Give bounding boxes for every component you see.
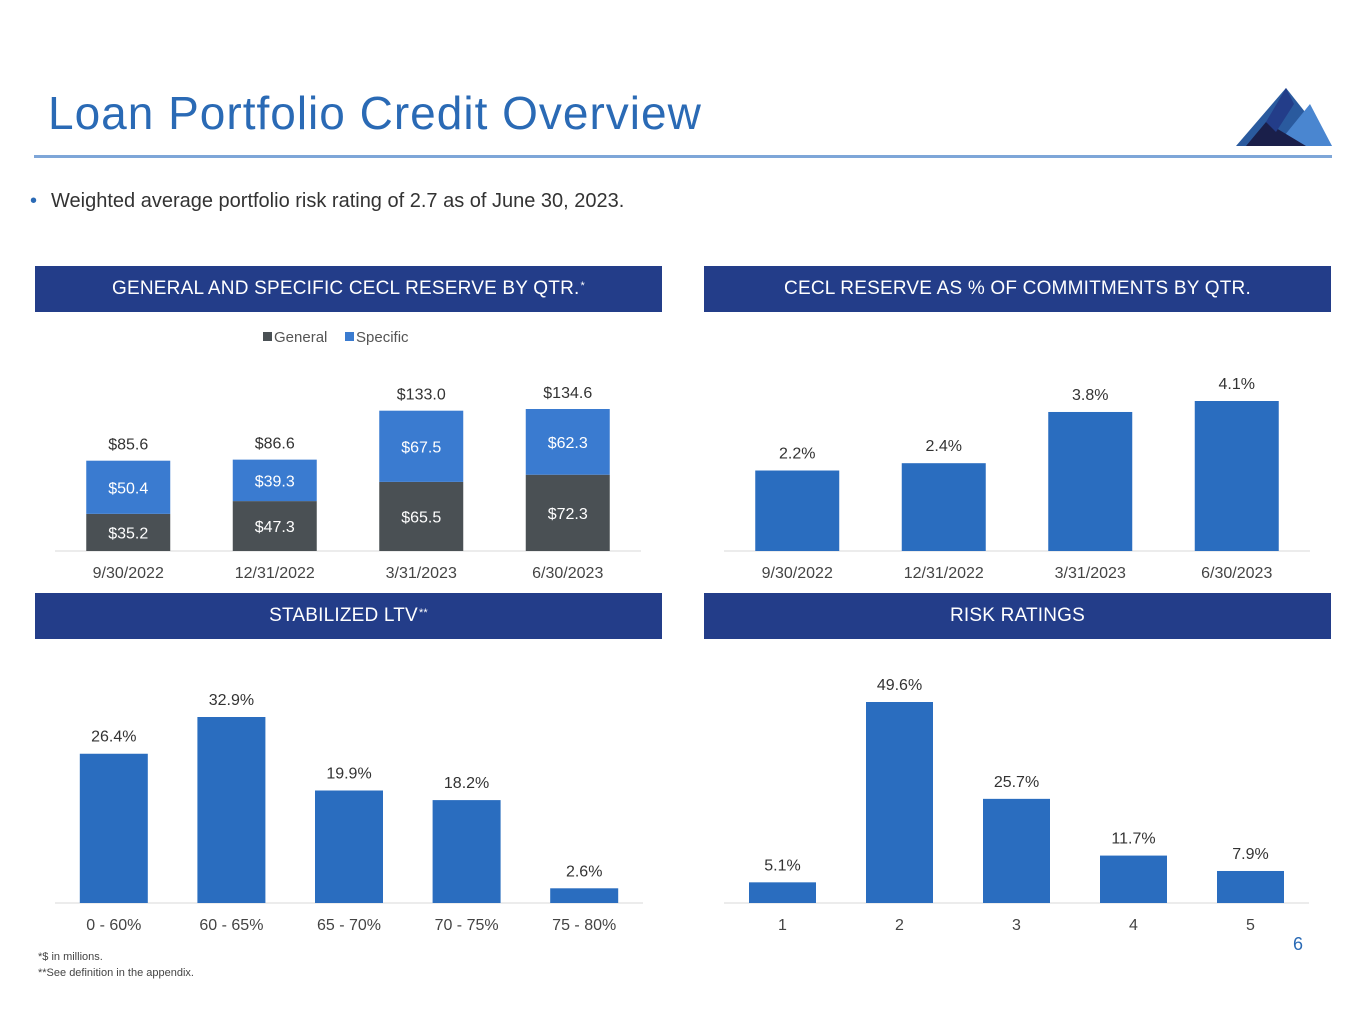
x-tick-label: 12/31/2022 — [235, 565, 315, 582]
legend-swatch — [345, 332, 354, 341]
x-tick-label: 12/31/2022 — [904, 565, 984, 582]
bar-general — [86, 513, 171, 551]
x-tick-label: 70 - 75% — [435, 917, 499, 934]
summary-text: Weighted average portfolio risk rating o… — [51, 190, 625, 212]
data-label-total: $134.6 — [543, 385, 592, 402]
legend-label: General — [274, 329, 327, 346]
bar — [197, 717, 266, 903]
data-label: 19.9% — [326, 765, 371, 782]
ltv-header-mark: ** — [418, 607, 428, 619]
data-label-general: $47.3 — [255, 519, 295, 536]
bar-specific — [86, 460, 171, 514]
data-label-general: $65.5 — [401, 509, 441, 526]
data-label-general: $35.2 — [108, 525, 148, 542]
data-label: 26.4% — [91, 729, 136, 746]
bar — [866, 702, 933, 903]
data-label: 25.7% — [994, 774, 1039, 791]
x-tick-label: 65 - 70% — [317, 917, 381, 934]
data-label-specific: $39.3 — [255, 473, 295, 490]
data-label: 3.8% — [1072, 387, 1108, 404]
bar-general — [525, 474, 610, 551]
footnote: *$ in millions. — [38, 951, 103, 963]
bar-general — [379, 481, 464, 551]
bar-specific — [379, 410, 464, 482]
data-label: 32.9% — [209, 692, 254, 709]
data-label: 2.4% — [926, 438, 962, 455]
summary-bullet: • Weighted average portfolio risk rating … — [30, 190, 624, 213]
data-label-specific: $67.5 — [401, 439, 441, 456]
cecl-reserve-header-text: GENERAL AND SPECIFIC CECL RESERVE BY QTR… — [112, 278, 580, 299]
bar — [432, 800, 501, 903]
bar-general — [232, 501, 317, 551]
data-label-total: $133.0 — [397, 387, 446, 404]
x-tick-label: 5 — [1246, 917, 1255, 934]
footnote: **See definition in the appendix. — [38, 967, 194, 979]
data-label: 49.6% — [877, 677, 922, 694]
x-tick-label: 9/30/2022 — [93, 565, 164, 582]
x-tick-label: 75 - 80% — [552, 917, 616, 934]
x-tick-label: 3 — [1012, 917, 1021, 934]
legend-label: Specific — [356, 329, 409, 346]
bar-specific — [232, 459, 317, 502]
data-label: 5.1% — [764, 857, 800, 874]
bar — [901, 463, 986, 551]
bar — [79, 753, 148, 903]
legend-swatch — [263, 332, 272, 341]
bar — [755, 470, 840, 551]
x-tick-label: 2 — [895, 917, 904, 934]
bar — [749, 882, 816, 903]
cecl-pct-header: CECL RESERVE AS % OF COMMITMENTS BY QTR. — [704, 266, 1331, 312]
cecl-pct-header-text: CECL RESERVE AS % OF COMMITMENTS BY QTR. — [784, 278, 1251, 299]
footnotes: *$ in millions. **See definition in the … — [38, 949, 194, 981]
page-title: Loan Portfolio Credit Overview — [48, 87, 702, 139]
data-label-total: $86.6 — [255, 436, 295, 453]
bar — [1048, 411, 1133, 551]
risk-header: RISK RATINGS — [704, 593, 1331, 639]
x-tick-label: 0 - 60% — [86, 917, 141, 934]
bar — [315, 790, 383, 903]
data-label: 11.7% — [1111, 831, 1155, 848]
cecl-pct-chart: 2.2% 9/30/2022 2.4% 12/31/2022 3.8% 3/31/2023… — [724, 376, 1310, 582]
x-tick-label: 9/30/2022 — [762, 565, 833, 582]
bar — [1217, 870, 1284, 903]
x-tick-label: 3/31/2023 — [386, 565, 457, 582]
data-label: 2.2% — [779, 446, 815, 463]
data-label-specific: $50.4 — [108, 480, 148, 497]
data-label-general: $72.3 — [548, 506, 588, 523]
risk-header-text: RISK RATINGS — [949, 605, 1086, 626]
risk-ratings-chart: 5.1% 1 49.6% 2 25.7% 3 11.7% 4 7.9% 5 — [724, 677, 1309, 934]
data-label-total: $85.6 — [108, 437, 148, 454]
bullet-icon: • — [30, 190, 38, 212]
bar — [1100, 855, 1167, 903]
bar — [1194, 401, 1279, 551]
x-tick-label: 4 — [1129, 917, 1138, 934]
data-label: 4.1% — [1219, 376, 1255, 393]
x-tick-label: 60 - 65% — [199, 917, 263, 934]
x-tick-label: 6/30/2023 — [1201, 565, 1272, 582]
cecl-reserve-chart: General Specific $35.2 $50.4 $85.6 9/30/2022 $… — [55, 329, 641, 582]
x-tick-label: 6/30/2023 — [532, 565, 603, 582]
bar — [983, 798, 1050, 903]
cecl-reserve-header: GENERAL AND SPECIFIC CECL RESERVE BY QTR… — [35, 266, 662, 312]
data-label: 18.2% — [444, 775, 489, 792]
page-number: 6 — [1293, 934, 1304, 954]
data-label: 7.9% — [1232, 846, 1268, 863]
ltv-header: STABILIZED LTV ** — [35, 593, 662, 639]
x-tick-label: 3/31/2023 — [1055, 565, 1126, 582]
cecl-reserve-header-mark: * — [580, 280, 585, 292]
data-label-specific: $62.3 — [548, 435, 588, 452]
ltv-header-text: STABILIZED LTV — [269, 605, 418, 626]
x-tick-label: 1 — [778, 917, 787, 934]
title-divider — [34, 155, 1332, 158]
data-label: 2.6% — [566, 863, 602, 880]
bar — [550, 888, 619, 903]
ltv-chart: 26.4% 0 - 60% 32.9% 60 - 65% 19.9% 65 - 70% 18… — [55, 692, 643, 934]
bar-specific — [525, 409, 610, 475]
mountain-logo-icon — [1236, 88, 1332, 146]
